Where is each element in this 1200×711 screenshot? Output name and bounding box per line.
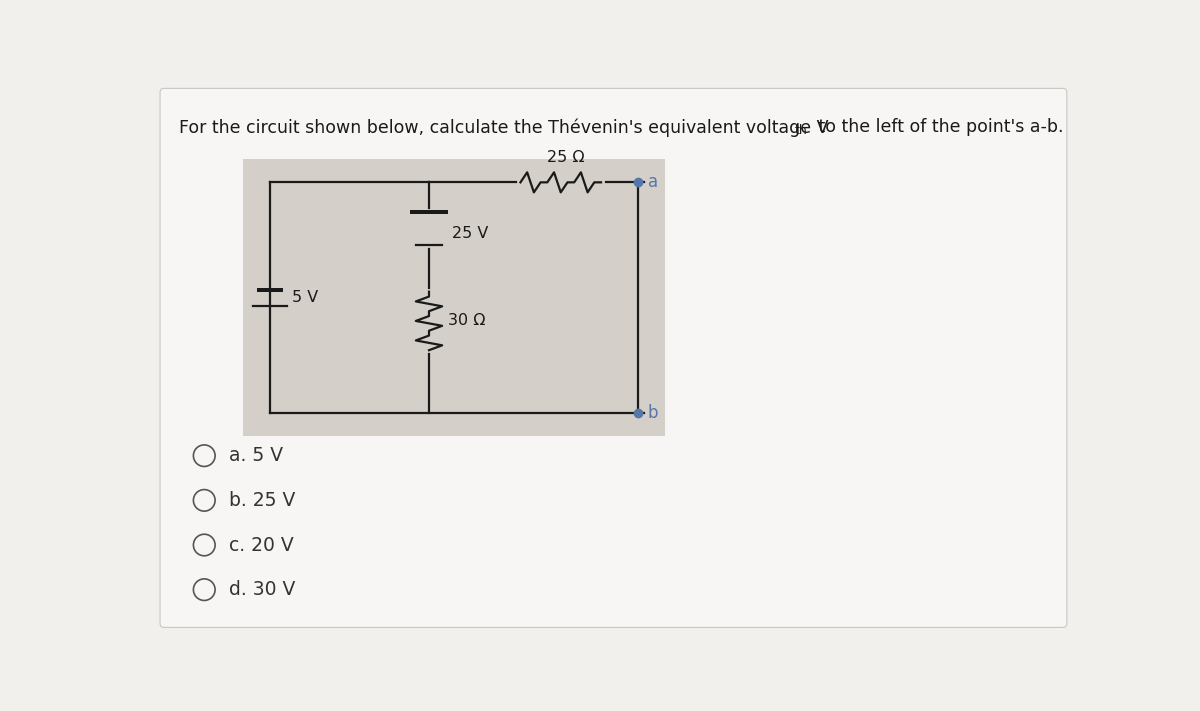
Text: a: a [648,173,658,191]
Text: b: b [648,405,658,422]
Bar [242,159,665,437]
Text: th: th [796,124,808,137]
Text: 5 V: 5 V [292,290,318,305]
Text: d. 30 V: d. 30 V [229,580,295,599]
Text: For the circuit shown below, calculate the Thévenin's equivalent voltage V: For the circuit shown below, calculate t… [180,119,829,137]
Text: 30 Ω: 30 Ω [449,314,486,328]
Text: b. 25 V: b. 25 V [229,491,295,510]
FancyBboxPatch shape [160,88,1067,627]
Text: a. 5 V: a. 5 V [229,447,283,465]
Text: to the left of the point's a-b.: to the left of the point's a-b. [812,119,1063,137]
Text: 25 Ω: 25 Ω [547,151,584,166]
Text: 25 V: 25 V [452,226,488,242]
Text: c. 20 V: c. 20 V [229,535,294,555]
